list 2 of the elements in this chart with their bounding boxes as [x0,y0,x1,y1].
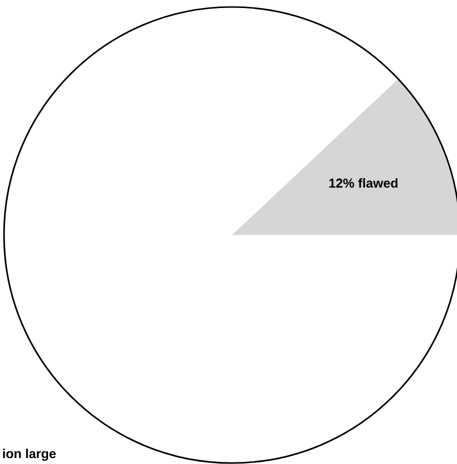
text: ion large [3,448,56,461]
data-label: 12% flawed [329,178,398,188]
